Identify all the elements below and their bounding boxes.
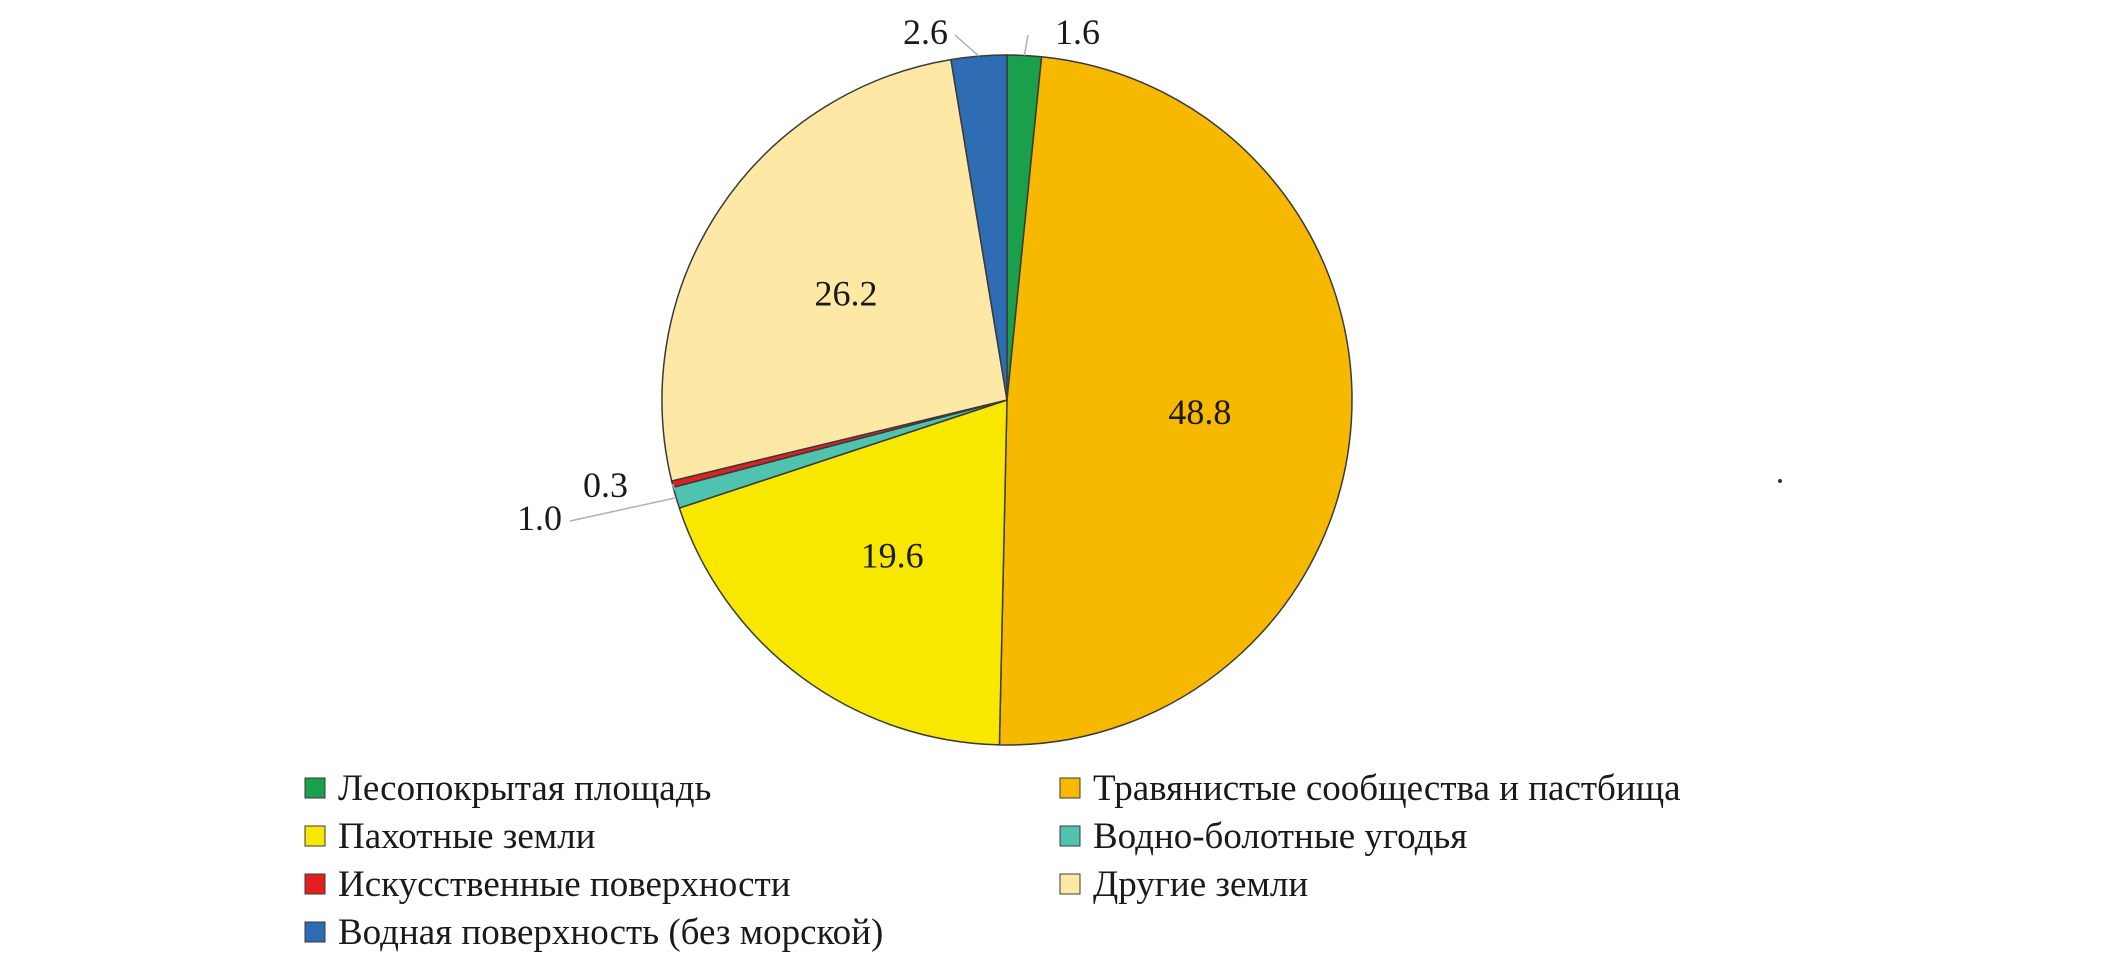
legend-item-2: Травянистые сообщества и пастбища — [1059, 768, 1681, 809]
pie-slice-3 — [678, 398, 1008, 746]
legend-swatch-2 — [1059, 777, 1081, 799]
legend-label-6: Другие земли — [1093, 864, 1308, 905]
legend-item-6: Другие земли — [1059, 864, 1308, 905]
legend-item-7: Водная поверхность (без морской) — [304, 912, 883, 953]
legend-label-5: Искусственные поверхности — [338, 864, 791, 905]
legend-swatch-7 — [304, 921, 326, 943]
legend-item-5: Искусственные поверхности — [304, 864, 791, 905]
data-label-5: 0.3 — [583, 465, 628, 505]
data-label-2: 48.8 — [1168, 392, 1231, 432]
leader-line-4 — [569, 496, 677, 522]
data-label-7: 2.6 — [903, 12, 948, 52]
leader-line-7 — [954, 34, 980, 57]
legend-label-1: Лесопокрытая площадь — [338, 768, 711, 809]
data-labels-layer: 1.6 48.8 19.6 1.0 0.3 26.2 2.6 — [517, 12, 1231, 575]
pie-slice-6 — [661, 58, 1008, 482]
legend-item-1: Лесопокрытая площадь — [304, 768, 711, 809]
legend-item-4: Водно-болотные угодья — [1059, 816, 1467, 857]
legend-swatch-1 — [304, 777, 326, 799]
legend-swatch-3 — [304, 825, 326, 847]
leader-line-5 — [671, 483, 676, 491]
legend-swatch-5 — [304, 873, 326, 895]
legend-item-3: Пахотные земли — [304, 816, 595, 857]
legend-label-2: Травянистые сообщества и пастбища — [1093, 768, 1681, 809]
pie-slice-7 — [950, 54, 1008, 401]
stray-dot-mark — [1778, 479, 1782, 483]
legend-label-3: Пахотные земли — [338, 816, 595, 857]
pie-slice-2 — [998, 55, 1353, 746]
legend-label-7: Водная поверхность (без морской) — [338, 912, 883, 953]
leader-lines-layer — [569, 34, 1029, 522]
data-label-3: 19.6 — [861, 535, 924, 575]
legend: Лесопокрытая площадь Травянистые сообщест… — [304, 768, 1681, 953]
data-label-1: 1.6 — [1055, 12, 1100, 52]
data-label-6: 26.2 — [814, 273, 877, 313]
data-label-4: 1.0 — [517, 498, 562, 538]
legend-label-4: Водно-болотные угодья — [1093, 816, 1467, 857]
slices-layer — [661, 54, 1353, 746]
leader-line-1 — [1023, 34, 1029, 56]
legend-swatch-6 — [1059, 873, 1081, 895]
legend-swatch-4 — [1059, 825, 1081, 847]
